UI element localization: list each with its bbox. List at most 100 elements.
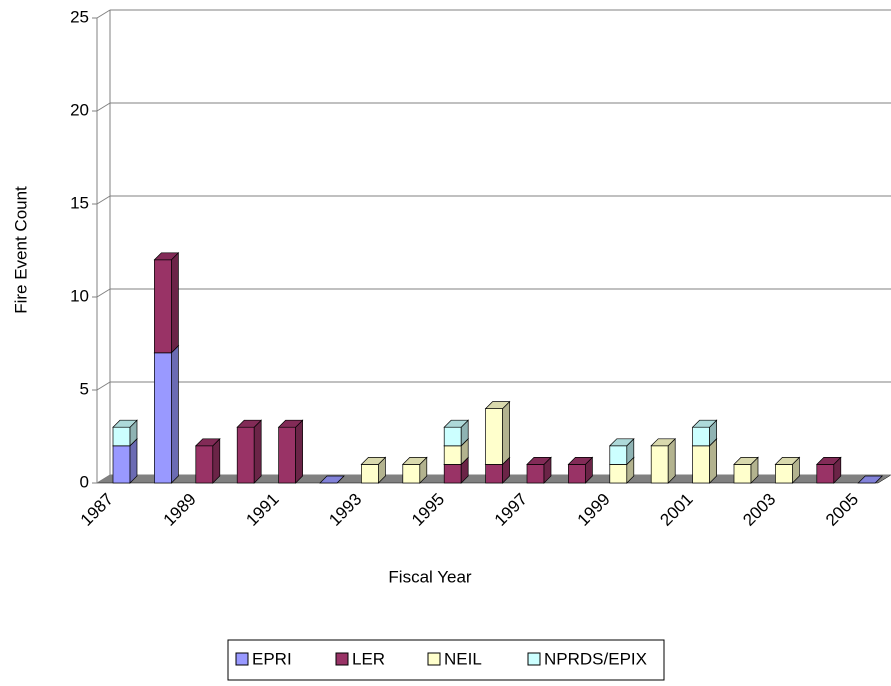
bar-face bbox=[236, 426, 255, 484]
bar bbox=[484, 400, 511, 466]
bar-face bbox=[277, 419, 304, 428]
bar-face bbox=[319, 475, 345, 484]
y-tick-label: 10 bbox=[70, 286, 89, 305]
legend-box bbox=[227, 639, 665, 681]
bar bbox=[401, 456, 428, 484]
bar-face bbox=[195, 445, 214, 484]
bar-face bbox=[212, 437, 221, 484]
y-tick-label: 5 bbox=[80, 379, 89, 398]
bar-face bbox=[774, 457, 801, 465]
legend-label: EPRI bbox=[252, 649, 292, 668]
y-tick-label: 25 bbox=[70, 7, 89, 26]
bar bbox=[277, 419, 304, 484]
bar-face bbox=[154, 352, 172, 484]
bar-face bbox=[526, 457, 552, 465]
bar-face bbox=[568, 464, 586, 484]
bar-face bbox=[775, 464, 793, 484]
bar-face bbox=[171, 344, 179, 484]
bar-face bbox=[443, 445, 462, 465]
bar bbox=[360, 456, 387, 484]
bar bbox=[526, 456, 552, 484]
legend-label: NEIL bbox=[444, 649, 482, 668]
bar-face bbox=[691, 419, 718, 428]
x-tick-label: 1991 bbox=[242, 490, 282, 530]
bar-face bbox=[401, 457, 428, 465]
bar bbox=[567, 456, 594, 484]
legend-label: LER bbox=[352, 649, 385, 668]
x-tick-label: 1993 bbox=[325, 490, 365, 530]
legend-label: NPRDS/EPIX bbox=[544, 649, 647, 668]
grid-line bbox=[96, 381, 111, 391]
bar-face bbox=[194, 438, 221, 447]
bar-face bbox=[608, 438, 635, 447]
bar-face bbox=[567, 457, 594, 465]
bar-face bbox=[815, 457, 842, 465]
bar-face bbox=[609, 445, 628, 465]
bar bbox=[319, 475, 345, 484]
grid-line bbox=[96, 195, 111, 205]
bar bbox=[733, 456, 759, 484]
bar-face bbox=[153, 252, 180, 261]
bar-face bbox=[709, 437, 717, 484]
bar-face bbox=[443, 426, 462, 447]
bar-face bbox=[502, 400, 510, 466]
bar-face bbox=[443, 419, 470, 428]
bar-face bbox=[692, 426, 710, 447]
grid-line bbox=[96, 9, 111, 19]
bar-face bbox=[733, 457, 759, 465]
y-tick-label: 15 bbox=[70, 193, 89, 212]
bar-face bbox=[154, 259, 172, 354]
y-tick-label: 20 bbox=[70, 100, 89, 119]
y-axis-title: Fire Event Count bbox=[11, 186, 30, 314]
grid-line bbox=[96, 288, 111, 298]
legend-swatch bbox=[335, 652, 349, 666]
bar-face bbox=[112, 426, 131, 447]
x-tick-label: 1995 bbox=[408, 490, 448, 530]
bar bbox=[650, 437, 677, 484]
bar-face bbox=[526, 464, 545, 484]
bar-face bbox=[485, 464, 503, 484]
bar bbox=[443, 419, 470, 447]
x-axis-title: Fiscal Year bbox=[388, 567, 471, 586]
x-tick-label: 2005 bbox=[822, 490, 862, 530]
grid-line bbox=[96, 474, 111, 484]
bar bbox=[236, 419, 263, 484]
bar bbox=[112, 419, 138, 447]
bar-face bbox=[692, 445, 710, 484]
bar-face bbox=[650, 438, 677, 447]
bar-face bbox=[112, 445, 131, 484]
bar bbox=[857, 475, 884, 484]
bar-face bbox=[609, 464, 628, 484]
bar bbox=[153, 251, 180, 354]
bar bbox=[194, 437, 221, 484]
bar-face bbox=[360, 457, 387, 465]
x-tick-label: 1999 bbox=[574, 490, 614, 530]
grid-line bbox=[96, 102, 111, 112]
bar-face bbox=[236, 419, 263, 428]
bar-face bbox=[278, 426, 296, 484]
bar-face bbox=[295, 419, 303, 484]
legend-swatch bbox=[235, 652, 249, 666]
bar-face bbox=[857, 475, 884, 484]
bar bbox=[815, 456, 842, 484]
bar-face bbox=[171, 251, 179, 354]
bar-face bbox=[129, 437, 138, 484]
bar-face bbox=[402, 464, 421, 484]
bar bbox=[153, 344, 180, 484]
x-tick-label: 2001 bbox=[656, 490, 696, 530]
bar-face bbox=[443, 464, 462, 484]
bar-face bbox=[816, 464, 835, 484]
bar-face bbox=[485, 408, 503, 465]
legend-swatch bbox=[527, 652, 541, 666]
bar bbox=[774, 456, 801, 484]
y-tick-label: 0 bbox=[80, 472, 89, 491]
bar-face bbox=[650, 445, 669, 484]
legend-swatch bbox=[427, 652, 441, 666]
bar-face bbox=[253, 419, 262, 484]
bar bbox=[691, 419, 718, 447]
x-tick-label: 1987 bbox=[77, 490, 117, 530]
bar-face bbox=[484, 401, 511, 409]
bar-face bbox=[733, 464, 752, 484]
bar-face bbox=[112, 419, 138, 428]
